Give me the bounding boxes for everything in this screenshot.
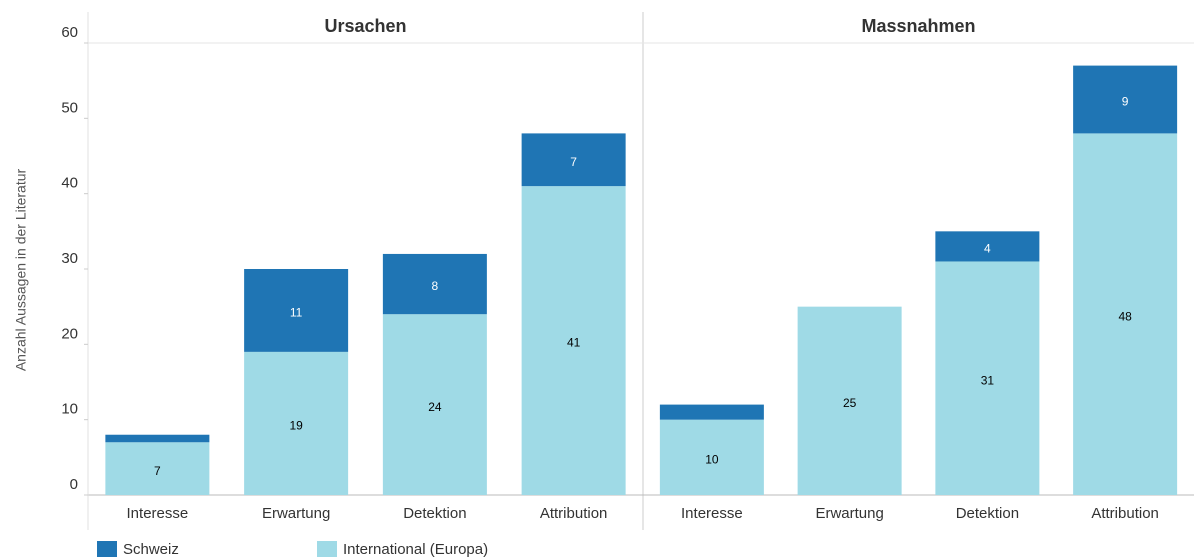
value-label: 31 bbox=[981, 373, 995, 387]
y-tick-label: 40 bbox=[61, 175, 78, 192]
value-label: 9 bbox=[1122, 95, 1129, 109]
bar-segment bbox=[1073, 133, 1178, 495]
bar-segment bbox=[382, 314, 487, 495]
x-tick-label: Erwartung bbox=[815, 505, 883, 522]
bar-segment bbox=[244, 351, 349, 495]
bar-segment bbox=[521, 186, 626, 495]
legend-swatch bbox=[317, 541, 337, 557]
value-label: 8 bbox=[432, 279, 439, 293]
x-tick-label: Detektion bbox=[403, 505, 466, 522]
bar-segment bbox=[1073, 65, 1178, 134]
value-label: 10 bbox=[705, 453, 719, 467]
y-tick-label: 30 bbox=[61, 250, 78, 267]
bar-segment bbox=[244, 269, 349, 352]
bar-segment bbox=[105, 434, 210, 443]
value-label: 25 bbox=[843, 396, 857, 410]
legend-label: Schweiz bbox=[123, 541, 179, 558]
bar-segment bbox=[935, 261, 1040, 495]
value-label: 7 bbox=[154, 464, 161, 478]
bar-segment bbox=[935, 231, 1040, 262]
bar-segment bbox=[659, 404, 764, 420]
value-label: 24 bbox=[428, 400, 442, 414]
bar-segment bbox=[105, 442, 210, 495]
x-tick-label: Erwartung bbox=[262, 505, 330, 522]
panel-title: Massnahmen bbox=[861, 16, 975, 36]
bar-segment bbox=[797, 306, 902, 495]
value-label: 41 bbox=[567, 336, 581, 350]
value-label: 4 bbox=[984, 242, 991, 256]
legend-label: International (Europa) bbox=[343, 541, 488, 558]
y-axis-label: Anzahl Aussagen in der Literatur bbox=[13, 168, 29, 371]
value-label: 7 bbox=[570, 155, 577, 169]
value-label: 11 bbox=[290, 306, 303, 320]
legend-swatch bbox=[97, 541, 117, 557]
y-tick-label: 50 bbox=[61, 99, 78, 116]
panel-title: Ursachen bbox=[324, 16, 406, 36]
bar-segment bbox=[659, 419, 764, 495]
y-tick-label: 60 bbox=[61, 24, 78, 41]
x-tick-label: Attribution bbox=[540, 505, 608, 522]
x-tick-label: Attribution bbox=[1091, 505, 1159, 522]
value-label: 48 bbox=[1118, 309, 1132, 323]
bar-segment bbox=[521, 133, 626, 187]
y-tick-label: 20 bbox=[61, 325, 78, 342]
y-tick-label: 10 bbox=[61, 401, 78, 418]
value-label: 19 bbox=[289, 419, 303, 433]
bar-segment bbox=[382, 253, 487, 315]
x-tick-label: Interesse bbox=[127, 505, 189, 522]
x-tick-label: Interesse bbox=[681, 505, 743, 522]
y-tick-label: 0 bbox=[70, 476, 78, 493]
x-tick-label: Detektion bbox=[956, 505, 1019, 522]
